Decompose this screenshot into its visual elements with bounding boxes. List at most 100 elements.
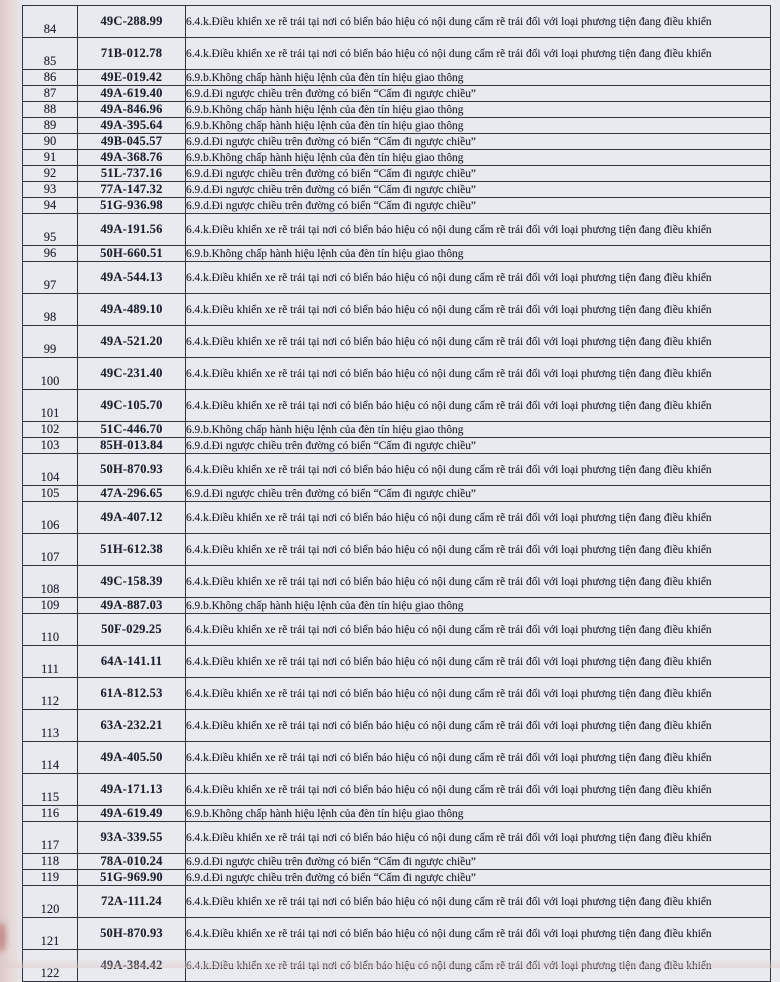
table-row: 117 93A-339.55 6.4.k.Điều khiển xe rẽ trái… bbox=[22, 821, 771, 854]
plate-cell: 64A-141.11 bbox=[77, 645, 186, 678]
row-number-cell: 105 bbox=[22, 485, 78, 502]
violation-cell: 6.4.k.Điều khiển xe rẽ trái tại nơi có b… bbox=[185, 325, 771, 358]
table-row: 94 51G-936.98 6.9.d.Đi ngược chiều trên đư… bbox=[22, 197, 771, 214]
violation-cell: 6.4.k.Điều khiển xe rẽ trái tại nơi có b… bbox=[185, 821, 771, 854]
plate-cell: 51H-612.38 bbox=[77, 533, 186, 566]
plate-cell: 49A-384.42 bbox=[77, 949, 186, 982]
row-number-cell: 92 bbox=[22, 165, 78, 182]
row-number-cell: 97 bbox=[22, 261, 78, 294]
row-number-cell: 106 bbox=[22, 501, 78, 534]
violations-table-body: 84 49C-288.99 6.4.k.Điều khiển xe rẽ trái … bbox=[22, 5, 771, 982]
plate-cell: 49A-191.56 bbox=[77, 213, 186, 246]
table-row: 116 49A-619.49 6.9.b.Không chấp hành hiệu … bbox=[22, 805, 771, 822]
row-number-cell: 111 bbox=[22, 645, 78, 678]
violation-cell: 6.9.d.Đi ngược chiều trên đường có biển … bbox=[185, 181, 771, 198]
violation-cell: 6.4.k.Điều khiển xe rẽ trái tại nơi có b… bbox=[185, 565, 771, 598]
violation-cell: 6.9.d.Đi ngược chiều trên đường có biển … bbox=[185, 165, 771, 182]
table-row: 121 50H-870.93 6.4.k.Điều khiển xe rẽ trái… bbox=[22, 917, 771, 950]
violation-cell: 6.9.b.Không chấp hành hiệu lệnh của đèn … bbox=[185, 245, 771, 262]
violation-cell: 6.9.b.Không chấp hành hiệu lệnh của đèn … bbox=[185, 101, 771, 118]
table-row: 93 77A-147.32 6.9.d.Đi ngược chiều trên đư… bbox=[22, 181, 771, 198]
scan-artifact bbox=[0, 922, 6, 952]
table-row: 106 49A-407.12 6.4.k.Điều khiển xe rẽ trái… bbox=[22, 501, 771, 534]
plate-cell: 85H-013.84 bbox=[77, 437, 186, 454]
plate-cell: 51L-737.16 bbox=[77, 165, 186, 182]
table-row: 112 61A-812.53 6.4.k.Điều khiển xe rẽ trái… bbox=[22, 677, 771, 710]
plate-cell: 51G-936.98 bbox=[77, 197, 186, 214]
table-row: 107 51H-612.38 6.4.k.Điều khiển xe rẽ trái… bbox=[22, 533, 771, 566]
violation-cell: 6.4.k.Điều khiển xe rẽ trái tại nơi có b… bbox=[185, 501, 771, 534]
table-row: 99 49A-521.20 6.4.k.Điều khiển xe rẽ trái … bbox=[22, 325, 771, 358]
row-number-cell: 84 bbox=[22, 5, 78, 38]
violation-cell: 6.9.b.Không chấp hành hiệu lệnh của đèn … bbox=[185, 421, 771, 438]
row-number-cell: 89 bbox=[22, 117, 78, 134]
plate-cell: 61A-812.53 bbox=[77, 677, 186, 710]
violation-cell: 6.4.k.Điều khiển xe rẽ trái tại nơi có b… bbox=[185, 613, 771, 646]
plate-cell: 49A-407.12 bbox=[77, 501, 186, 534]
table-row: 110 50F-029.25 6.4.k.Điều khiển xe rẽ trái… bbox=[22, 613, 771, 646]
row-number-cell: 118 bbox=[22, 853, 78, 870]
row-number-cell: 96 bbox=[22, 245, 78, 262]
violation-cell: 6.9.b.Không chấp hành hiệu lệnh của đèn … bbox=[185, 597, 771, 614]
violation-cell: 6.4.k.Điều khiển xe rẽ trái tại nơi có b… bbox=[185, 357, 771, 390]
row-number-cell: 109 bbox=[22, 597, 78, 614]
plate-cell: 49C-231.40 bbox=[77, 357, 186, 390]
row-number-cell: 88 bbox=[22, 101, 78, 118]
row-number-cell: 90 bbox=[22, 133, 78, 150]
violation-cell: 6.9.d.Đi ngược chiều trên đường có biển … bbox=[185, 869, 771, 886]
plate-cell: 78A-010.24 bbox=[77, 853, 186, 870]
plate-cell: 93A-339.55 bbox=[77, 821, 186, 854]
table-row: 115 49A-171.13 6.4.k.Điều khiển xe rẽ trái… bbox=[22, 773, 771, 806]
row-number-cell: 104 bbox=[22, 453, 78, 486]
plate-cell: 49A-544.13 bbox=[77, 261, 186, 294]
row-number-cell: 114 bbox=[22, 741, 78, 774]
row-number-cell: 122 bbox=[22, 949, 78, 982]
violation-cell: 6.9.d.Đi ngược chiều trên đường có biển … bbox=[185, 85, 771, 102]
table-row: 90 49B-045.57 6.9.d.Đi ngược chiều trên đư… bbox=[22, 133, 771, 150]
table-row: 104 50H-870.93 6.4.k.Điều khiển xe rẽ trái… bbox=[22, 453, 771, 486]
plate-cell: 71B-012.78 bbox=[77, 37, 186, 70]
violation-cell: 6.4.k.Điều khiển xe rẽ trái tại nơi có b… bbox=[185, 773, 771, 806]
table-row: 102 51C-446.70 6.9.b.Không chấp hành hiệu … bbox=[22, 421, 771, 438]
plate-cell: 49C-105.70 bbox=[77, 389, 186, 422]
row-number-cell: 85 bbox=[22, 37, 78, 70]
plate-cell: 49A-171.13 bbox=[77, 773, 186, 806]
plate-cell: 49A-395.64 bbox=[77, 117, 186, 134]
violation-cell: 6.4.k.Điều khiển xe rẽ trái tại nơi có b… bbox=[185, 293, 771, 326]
table-row: 111 64A-141.11 6.4.k.Điều khiển xe rẽ trái… bbox=[22, 645, 771, 678]
violation-cell: 6.4.k.Điều khiển xe rẽ trái tại nơi có b… bbox=[185, 5, 771, 38]
violation-cell: 6.4.k.Điều khiển xe rẽ trái tại nơi có b… bbox=[185, 885, 771, 918]
table-row: 113 63A-232.21 6.4.k.Điều khiển xe rẽ trái… bbox=[22, 709, 771, 742]
table-row: 88 49A-846.96 6.9.b.Không chấp hành hiệu l… bbox=[22, 101, 771, 118]
violation-cell: 6.9.b.Không chấp hành hiệu lệnh của đèn … bbox=[185, 117, 771, 134]
violation-cell: 6.9.d.Đi ngược chiều trên đường có biển … bbox=[185, 485, 771, 502]
row-number-cell: 87 bbox=[22, 85, 78, 102]
plate-cell: 77A-147.32 bbox=[77, 181, 186, 198]
table-row: 101 49C-105.70 6.4.k.Điều khiển xe rẽ trái… bbox=[22, 389, 771, 422]
row-number-cell: 107 bbox=[22, 533, 78, 566]
plate-cell: 49A-368.76 bbox=[77, 149, 186, 166]
row-number-cell: 120 bbox=[22, 885, 78, 918]
plate-cell: 49C-288.99 bbox=[77, 5, 186, 38]
table-row: 103 85H-013.84 6.9.d.Đi ngược chiều trên đ… bbox=[22, 437, 771, 454]
plate-cell: 49A-619.40 bbox=[77, 85, 186, 102]
plate-cell: 49A-887.03 bbox=[77, 597, 186, 614]
violation-cell: 6.9.b.Không chấp hành hiệu lệnh của đèn … bbox=[185, 69, 771, 86]
table-row: 85 71B-012.78 6.4.k.Điều khiển xe rẽ trái … bbox=[22, 37, 771, 70]
table-row: 100 49C-231.40 6.4.k.Điều khiển xe rẽ trái… bbox=[22, 357, 771, 390]
table-row: 92 51L-737.16 6.9.d.Đi ngược chiều trên đư… bbox=[22, 165, 771, 182]
plate-cell: 51C-446.70 bbox=[77, 421, 186, 438]
row-number-cell: 98 bbox=[22, 293, 78, 326]
row-number-cell: 112 bbox=[22, 677, 78, 710]
table-row: 91 49A-368.76 6.9.b.Không chấp hành hiệu l… bbox=[22, 149, 771, 166]
violation-cell: 6.4.k.Điều khiển xe rẽ trái tại nơi có b… bbox=[185, 213, 771, 246]
plate-cell: 72A-111.24 bbox=[77, 885, 186, 918]
row-number-cell: 117 bbox=[22, 821, 78, 854]
table-row: 86 49E-019.42 6.9.b.Không chấp hành hiệu l… bbox=[22, 69, 771, 86]
violations-table: 84 49C-288.99 6.4.k.Điều khiển xe rẽ trái … bbox=[22, 5, 771, 982]
violation-cell: 6.9.d.Đi ngược chiều trên đường có biển … bbox=[185, 133, 771, 150]
plate-cell: 49A-489.10 bbox=[77, 293, 186, 326]
plate-cell: 50H-870.93 bbox=[77, 453, 186, 486]
violation-cell: 6.4.k.Điều khiển xe rẽ trái tại nơi có b… bbox=[185, 677, 771, 710]
violation-cell: 6.4.k.Điều khiển xe rẽ trái tại nơi có b… bbox=[185, 917, 771, 950]
